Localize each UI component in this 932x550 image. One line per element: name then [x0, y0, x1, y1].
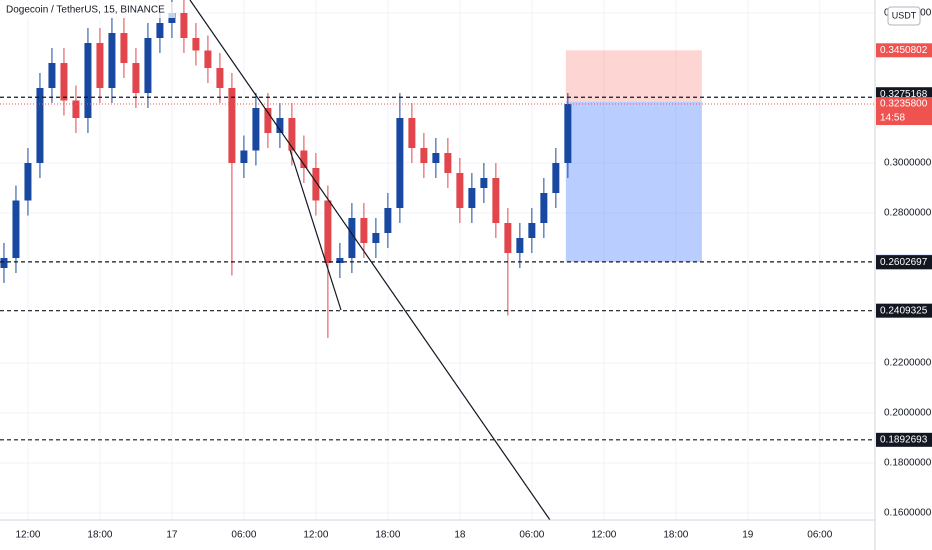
candle-body — [420, 148, 428, 163]
currency-button[interactable] — [887, 6, 921, 26]
candle-body — [540, 193, 548, 223]
x-tick-label: 06:00 — [519, 530, 544, 541]
y-tick-label: 0.2000000 — [884, 408, 932, 419]
y-tick-label: 0.3000000 — [884, 158, 932, 169]
y-tick-label: 0.2800000 — [884, 208, 932, 219]
trend-line[interactable] — [289, 149, 342, 311]
candle-body — [120, 33, 128, 63]
candle-body — [288, 118, 296, 151]
candle-body — [180, 13, 188, 38]
candle-body — [456, 173, 464, 208]
x-tick-label: 19 — [742, 530, 754, 541]
candle-body — [372, 233, 380, 243]
levels — [0, 96, 875, 441]
x-tick-label: 18:00 — [663, 530, 688, 541]
x-tick-label: 06:00 — [231, 530, 256, 541]
x-tick-label: 17 — [166, 530, 178, 541]
candle-body — [564, 104, 572, 163]
candle-body — [300, 150, 308, 168]
candle-body — [432, 153, 440, 163]
candle-body — [96, 43, 104, 88]
candle-body — [360, 218, 368, 243]
price-label-box — [876, 432, 932, 447]
price-label-box — [876, 255, 932, 270]
position-tool[interactable] — [565, 50, 702, 262]
candle-body — [0, 258, 8, 268]
x-tick-label: 18:00 — [87, 530, 112, 541]
candle-body — [252, 108, 260, 151]
x-tick-label: 18:00 — [375, 530, 400, 541]
candle-body — [12, 200, 20, 258]
candle-body — [216, 68, 224, 88]
price-label-box — [876, 43, 932, 58]
price-labels: 0.32631440.26045600.24093250.18926930.34… — [876, 43, 932, 447]
y-tick-label: 0.1800000 — [884, 458, 932, 469]
price-label: 0.3450802 — [880, 45, 928, 56]
candle-body — [36, 88, 44, 163]
candle-body — [324, 200, 332, 263]
candle-body — [192, 38, 200, 51]
price-label: 0.2602697 — [880, 257, 928, 268]
price-label: 0.3275168 — [880, 89, 928, 100]
grid — [0, 0, 875, 520]
candle-body — [132, 63, 140, 93]
candle-body — [264, 108, 272, 133]
target-zone — [565, 101, 702, 262]
candle-body — [492, 178, 500, 223]
candle-body — [468, 188, 476, 208]
price-label: 0.3235800 — [880, 99, 928, 110]
stop-zone — [565, 50, 702, 102]
candle-body — [144, 38, 152, 93]
x-tick-label: 12:00 — [591, 530, 616, 541]
trend-line[interactable] — [189, 0, 551, 521]
candle-body — [552, 163, 560, 193]
candle-body — [516, 238, 524, 253]
x-tick-label: 12:00 — [303, 530, 328, 541]
price-label: 0.1892693 — [880, 434, 928, 445]
candle-body — [384, 208, 392, 233]
price-label-box — [876, 97, 932, 126]
candle-body — [84, 43, 92, 118]
candle-body — [444, 153, 452, 173]
candle-body — [480, 178, 488, 188]
title-backdrop — [0, 2, 175, 18]
candle-body — [396, 118, 404, 208]
candle-body — [24, 163, 32, 201]
countdown: 14:58 — [880, 113, 905, 124]
candle-body — [48, 63, 56, 88]
candle-body — [204, 50, 212, 68]
candle-body — [348, 218, 356, 258]
candle-body — [504, 223, 512, 253]
candle-body — [228, 88, 236, 163]
price-label-box — [876, 303, 932, 318]
y-tick-label: 0.1600000 — [884, 508, 932, 519]
currency-button-label: USDT — [892, 10, 917, 20]
candle-body — [336, 258, 344, 263]
candle-body — [60, 63, 68, 101]
candle-body — [276, 118, 284, 133]
candle-body — [408, 118, 416, 148]
y-tick-label: 0.2200000 — [884, 358, 932, 369]
candle-body — [240, 150, 248, 163]
x-tick-label: 18 — [454, 530, 466, 541]
x-tick-label: 06:00 — [807, 530, 832, 541]
candle-body — [72, 100, 80, 118]
chart-title: Dogecoin / TetherUS, 15, BINANCE — [6, 5, 165, 16]
price-label: 0.2409325 — [880, 305, 928, 316]
x-tick-label: 12:00 — [15, 530, 40, 541]
candle-body — [108, 33, 116, 88]
candle-body — [156, 23, 164, 38]
candle-body — [528, 223, 536, 238]
candle-body — [312, 168, 320, 201]
